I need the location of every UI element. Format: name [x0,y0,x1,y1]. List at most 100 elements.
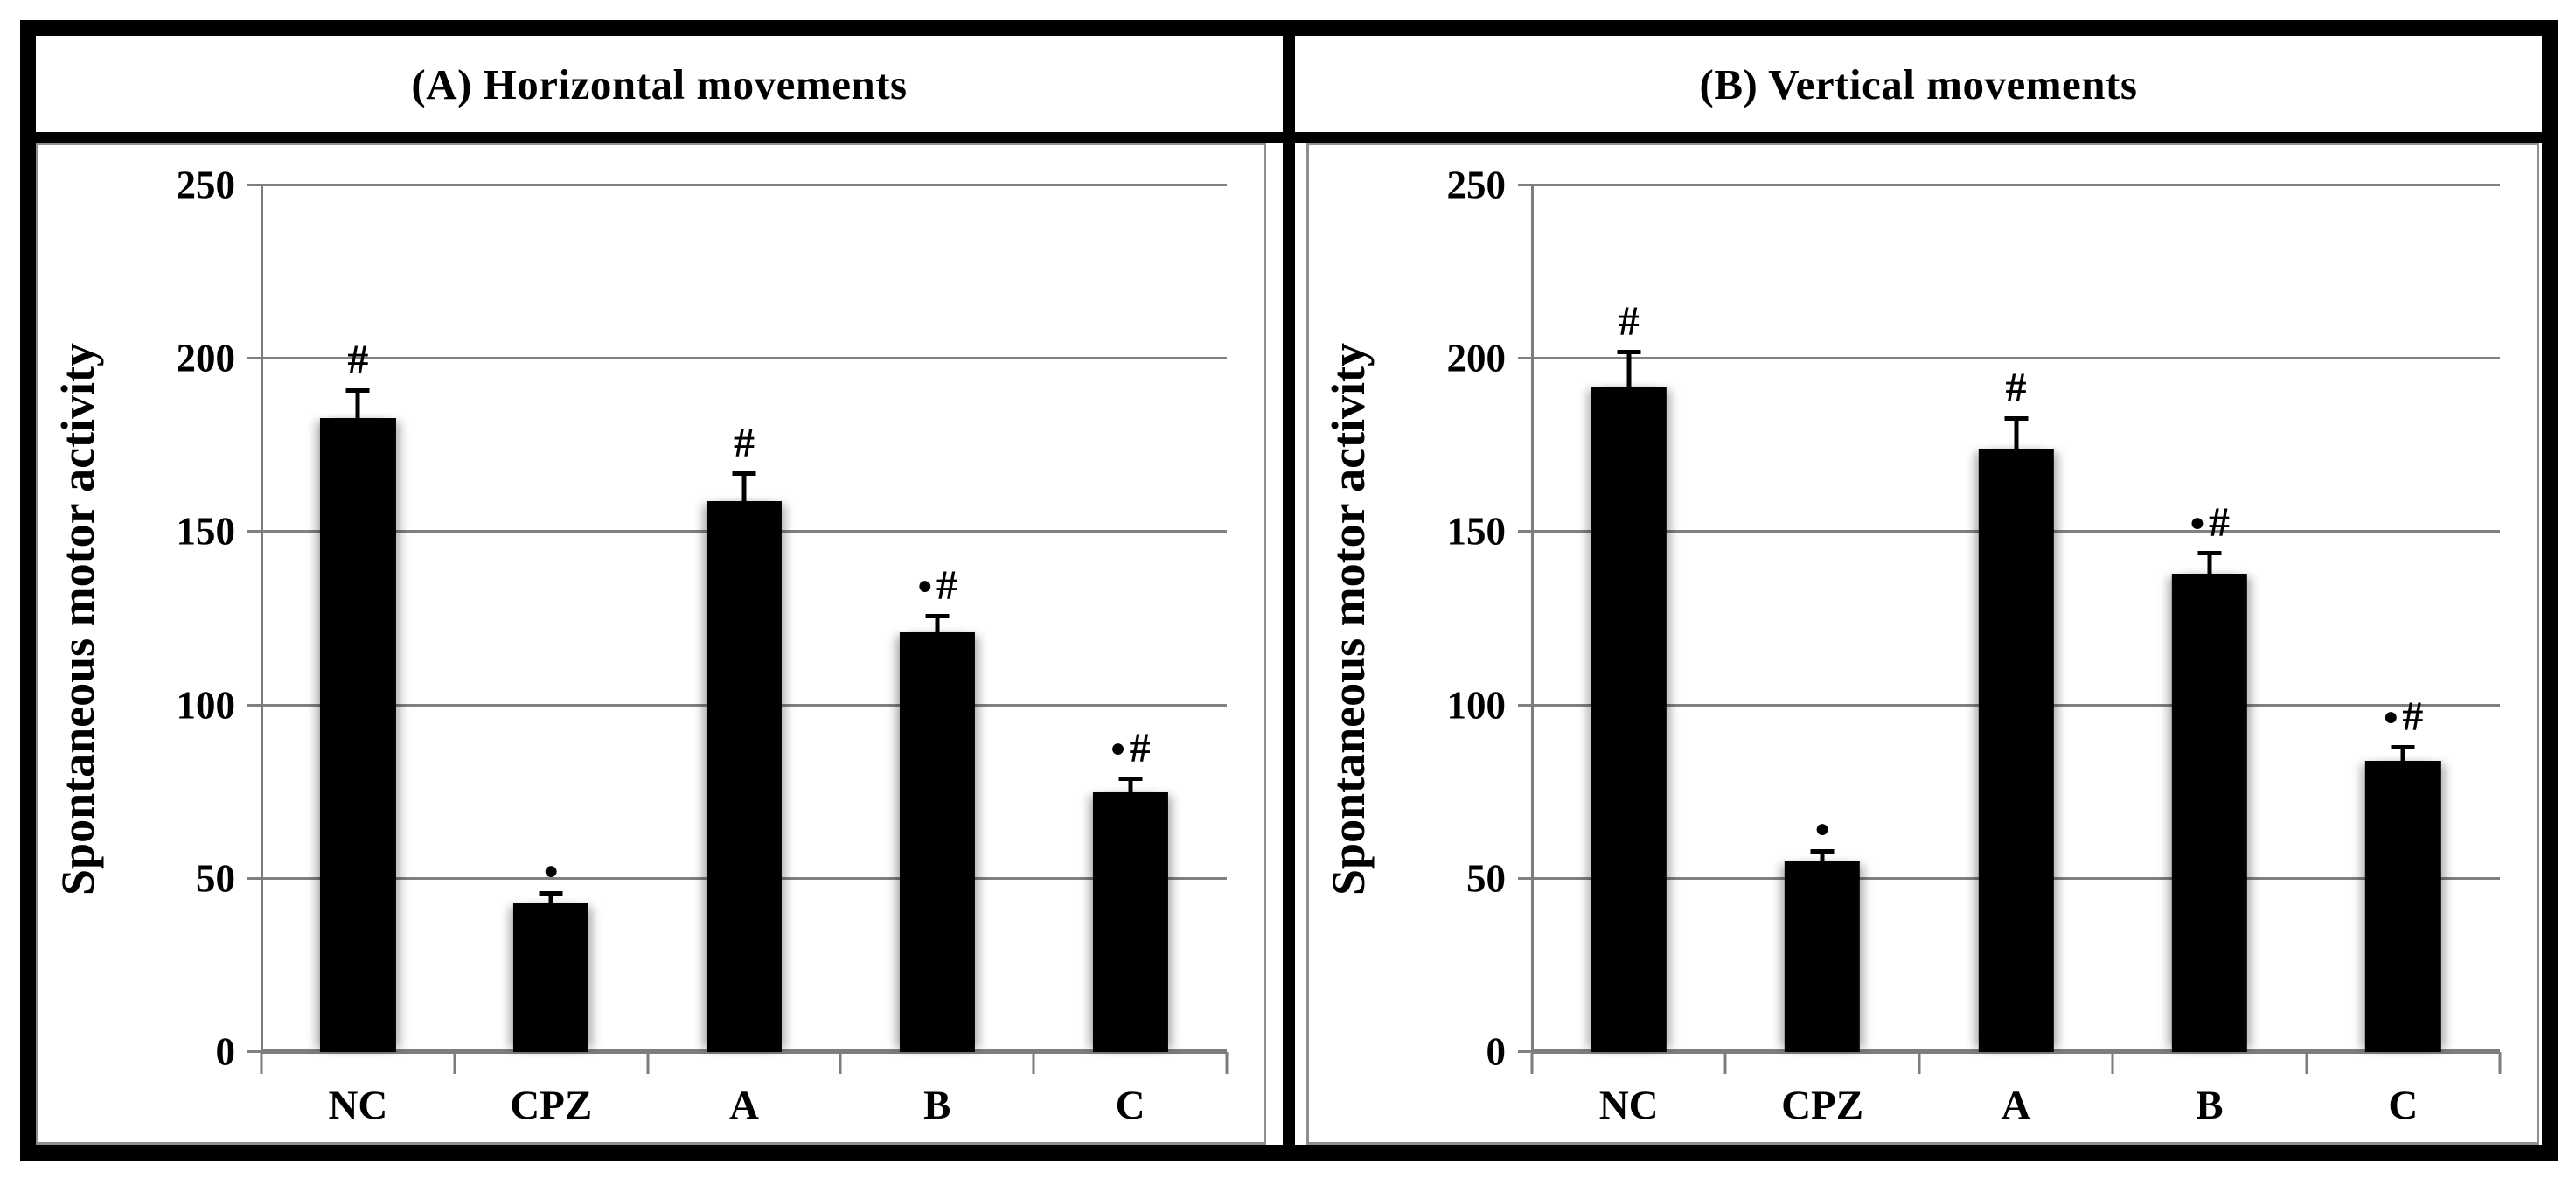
error-bar-cap-B [2197,551,2222,556]
y-axis-tick-50 [247,876,261,880]
error-bar-B [935,615,940,633]
error-bar-CPZ [548,892,553,903]
panel-a-title: (A) Horizontal movements [411,59,908,108]
y-axis-tick-50 [1518,876,1532,880]
x-category-label-C: C [2388,1083,2419,1128]
x-category-label-CPZ: CPZ [510,1083,593,1128]
error-bar-C [1128,777,1133,792]
significance-marks-NC: # [1619,301,1640,343]
dot-symbol: ● [1110,733,1126,763]
significance-marks-A: # [734,422,755,464]
x-category-label-NC: NC [1598,1083,1659,1128]
error-bar-cap-CPZ [539,890,563,896]
y-axis-tick-100 [1518,703,1532,707]
significance-marks-CPZ: ● [1814,816,1830,842]
error-bar-A [741,473,747,501]
y-tick-label-100: 100 [176,683,236,728]
error-bar-cap-CPZ [1810,849,1835,854]
hash-symbol: # [936,561,957,609]
hash-symbol: # [1618,298,1640,345]
hash-symbol: # [347,336,369,383]
bar-A [1978,449,2054,1052]
x-axis-tick-0 [1530,1052,1534,1074]
y-axis-tick-200 [1518,357,1532,360]
y-axis-line [261,185,263,1052]
x-category-label-B: B [923,1083,951,1128]
chart-a-area: Spontaneous motor activity 0 50 100 150 200 2… [36,143,1266,1145]
dot-symbol: ● [2383,702,2399,732]
chart-b-y-axis-title: Spontaneous motor activity [1322,342,1375,896]
x-axis-tick-1 [453,1052,456,1074]
hash-symbol: # [1129,724,1151,771]
error-bar-cap-A [2004,415,2028,421]
bar-C [1092,791,1168,1052]
x-axis-tick-2 [1918,1052,1921,1074]
dot-symbol: ● [916,570,933,600]
error-bar-B [2207,553,2212,574]
hash-symbol: # [2208,499,2230,547]
y-tick-label-50: 50 [1466,856,1506,901]
significance-marks-C: ● # [1110,724,1151,771]
significance-marks-NC: # [347,336,369,383]
panel-divider-top [1283,36,1295,132]
dot-symbol: ● [1814,814,1831,844]
bar-NC [1591,386,1667,1052]
x-axis-tick-5 [2498,1052,2502,1074]
x-axis-tick-4 [2305,1052,2308,1074]
error-bar-cap-B [925,613,950,618]
x-axis-tick-4 [1032,1052,1035,1074]
y-tick-label-200: 200 [176,336,236,380]
chart-b-plot-area: 0 50 100 150 200 250 NC # CPZ ● A # B ● # C ● # [1447,165,2502,1126]
hash-symbol: # [734,420,755,467]
error-bar-cap-C [1118,776,1143,781]
error-bar-cap-A [732,471,756,477]
y-axis-tick-0 [1518,1050,1532,1053]
y-tick-label-200: 200 [1446,336,1507,380]
x-category-label-NC: NC [328,1083,388,1128]
y-axis-tick-150 [1518,530,1532,533]
error-bar-NC [1626,352,1632,387]
panel-a-chart-cell: Spontaneous motor activity 0 50 100 150 200 2… [36,143,1283,1145]
panel-b-title: (B) Vertical movements [1699,59,2138,108]
x-axis-tick-5 [1225,1052,1229,1074]
x-axis-tick-1 [1723,1052,1727,1074]
error-bar-cap-NC [345,387,370,393]
y-tick-label-250: 250 [176,163,236,207]
y-tick-label-150: 150 [1446,509,1507,554]
y-axis-tick-150 [247,530,261,533]
bar-CPZ [1784,861,1861,1052]
y-tick-label-0: 0 [215,1029,236,1074]
error-bar-NC [355,389,360,418]
charts-row: Spontaneous motor activity 0 50 100 150 200 2… [36,143,2542,1145]
x-category-label-A: A [729,1083,759,1128]
y-tick-label-150: 150 [176,509,236,554]
bar-NC [320,417,396,1052]
x-axis-tick-3 [839,1052,842,1074]
chart-b-area: Spontaneous motor activity 0 50 100 150 200 2… [1306,143,2539,1145]
significance-marks-B: ● # [2190,502,2230,544]
significance-marks-B: ● # [916,561,957,609]
panel-divider [1283,143,1295,1145]
gridline-200 [1532,357,2500,360]
x-category-label-B: B [2196,1083,2224,1128]
error-bar-cap-NC [1617,350,1641,355]
chart-a-y-axis-title: Spontaneous motor activity [52,342,104,896]
x-axis-tick-2 [646,1052,650,1074]
panel-a-title-cell: (A) Horizontal movements [36,36,1283,132]
significance-marks-C: ● # [2383,696,2423,738]
y-axis-tick-100 [247,703,261,707]
panel-b-chart-cell: Spontaneous motor activity 0 50 100 150 200 2… [1295,143,2542,1145]
x-category-label-CPZ: CPZ [1781,1083,1864,1128]
gridline-200 [261,357,1227,360]
significance-marks-CPZ: ● [543,857,559,884]
x-axis-tick-3 [2111,1052,2114,1074]
bar-B [2171,573,2248,1052]
error-bar-C [2400,747,2405,762]
hash-symbol: # [2005,364,2027,411]
bar-C [2365,761,2441,1052]
figure-frame: (A) Horizontal movements (B) Vertical mo… [20,20,2558,1161]
error-bar-cap-C [2391,745,2415,750]
bar-A [706,500,783,1052]
y-tick-label-250: 250 [1446,163,1507,207]
x-axis-tick-0 [260,1052,263,1074]
